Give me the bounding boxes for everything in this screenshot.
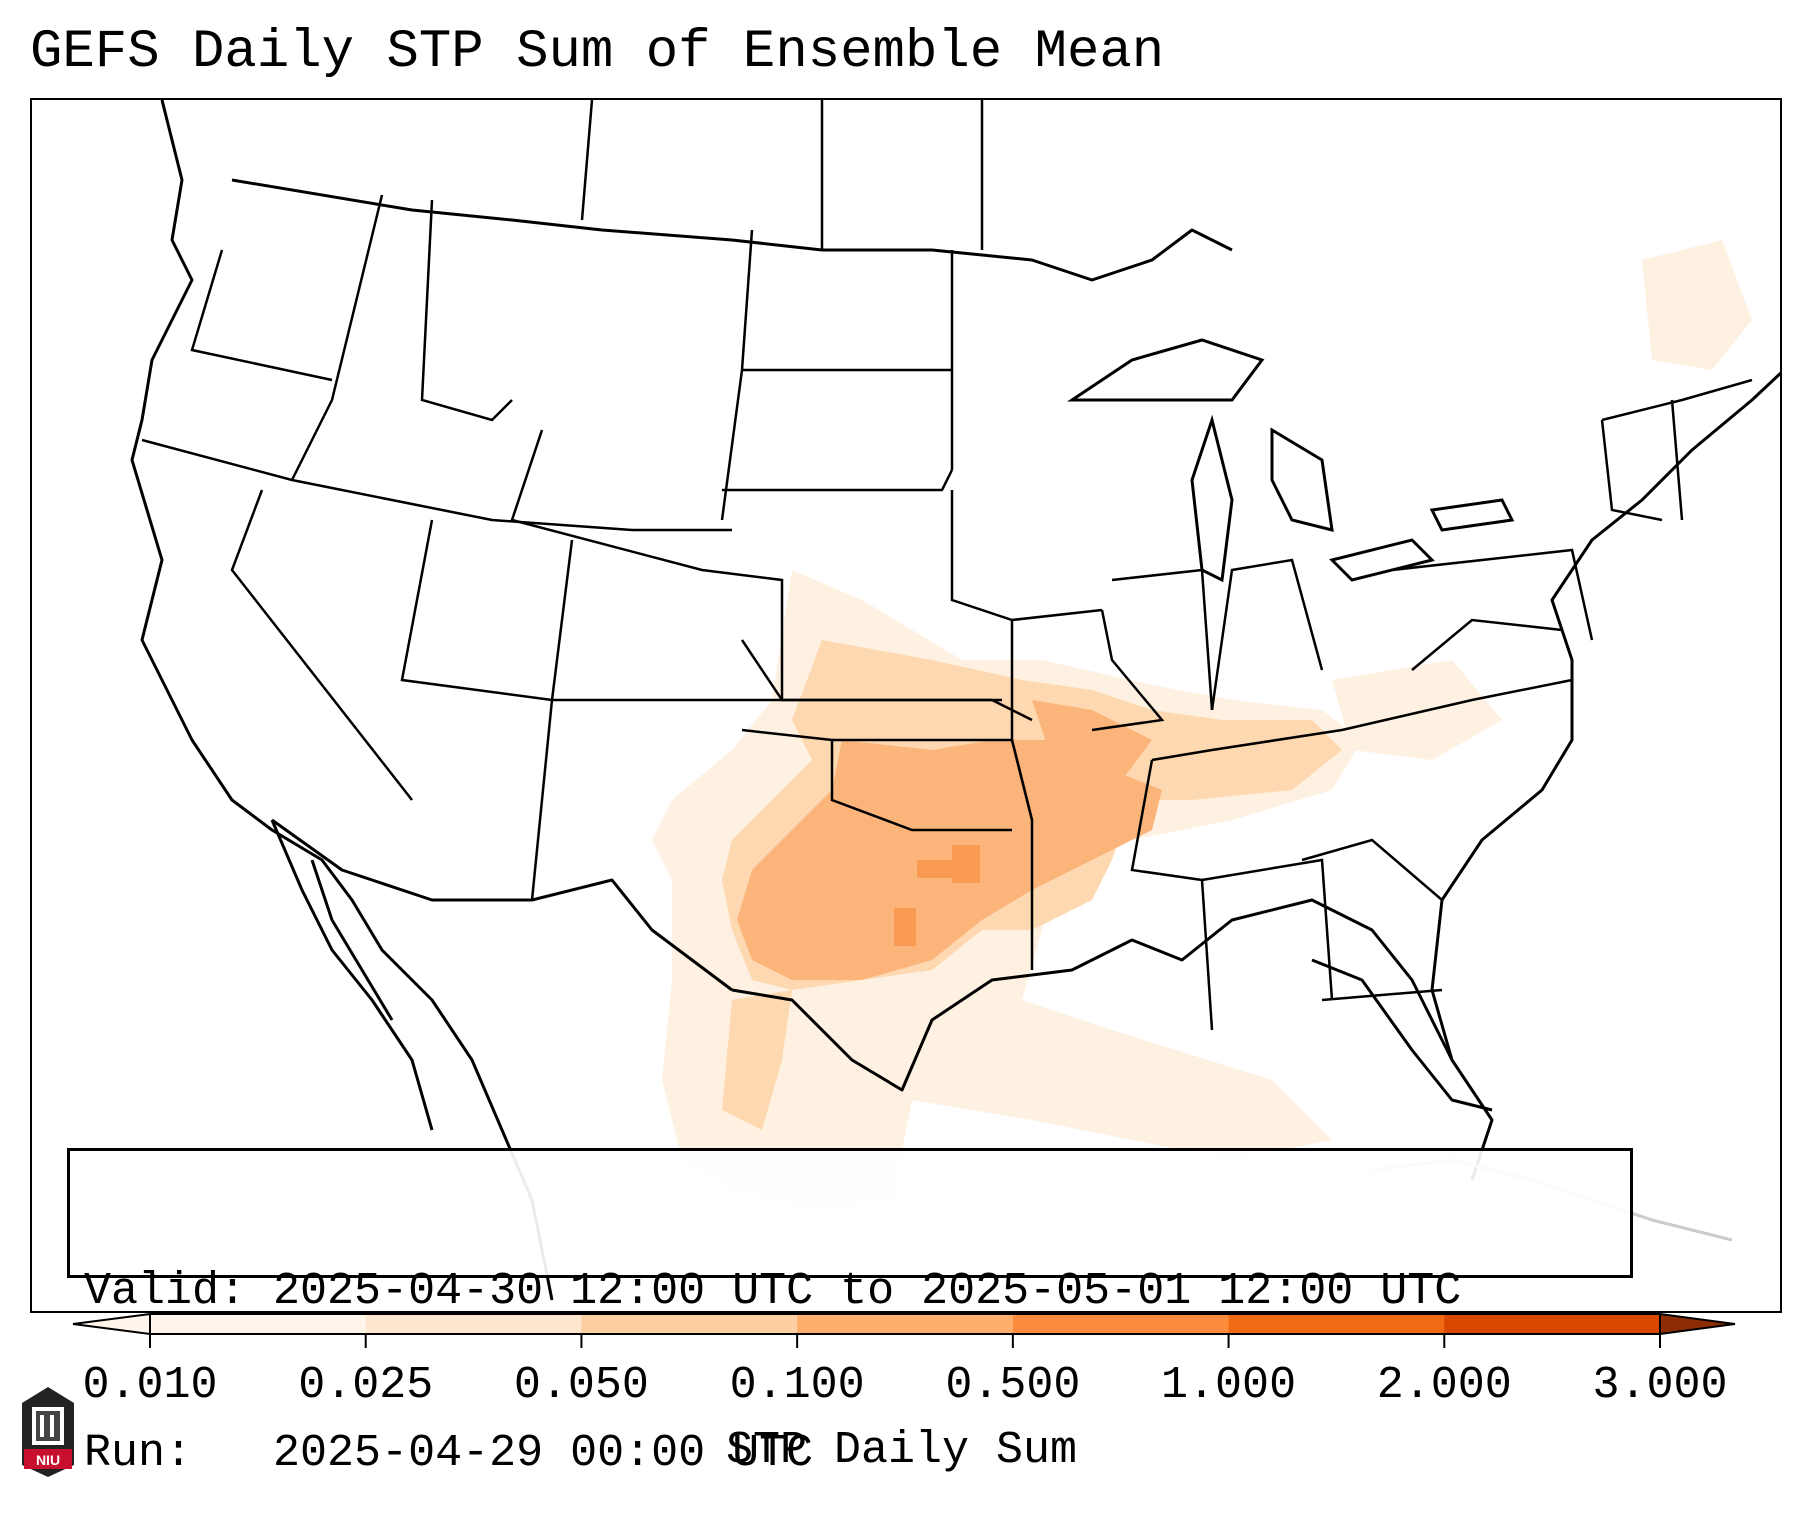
state-line	[1210, 558, 1324, 711]
colorbar-segment	[150, 1314, 367, 1334]
colorbar-tick-label: 0.100	[729, 1360, 865, 1411]
state-line	[1411, 618, 1563, 671]
logo-text: NIU	[36, 1452, 60, 1468]
florida	[1311, 958, 1493, 1112]
niu-logo: NIU	[22, 1387, 74, 1477]
stp-spot-2	[917, 860, 957, 878]
lake-superior	[1067, 338, 1265, 402]
gulf-coast	[731, 898, 1494, 1181]
map-canvas	[130, 100, 1780, 1301]
state-line	[1391, 548, 1594, 641]
lake-erie	[1329, 538, 1435, 582]
colorbar-segment	[1444, 1314, 1661, 1334]
stp-area-light-2	[1642, 240, 1752, 370]
state-line	[1600, 419, 1663, 522]
valid-row: Valid: 2025-04-30 12:00 UTC to 2025-05-0…	[84, 1265, 1616, 1319]
state-line	[420, 199, 513, 422]
colorbar-segment	[1228, 1314, 1445, 1334]
colorbar-tick-label: 0.025	[298, 1360, 434, 1411]
state-line	[141, 438, 732, 532]
valid-label: Valid:	[84, 1266, 247, 1317]
state-line	[1670, 399, 1684, 521]
map-panel	[30, 98, 1782, 1313]
colorbar-tick-label: 2.000	[1376, 1360, 1512, 1411]
colorbar-outline	[149, 1313, 1661, 1335]
mexico-coast	[270, 819, 434, 1131]
colorbar-segment	[365, 1314, 582, 1334]
colorbar-segments	[150, 1314, 1661, 1334]
stp-spot-3	[894, 908, 916, 946]
valid-run-info-box: Valid: 2025-04-30 12:00 UTC to 2025-05-0…	[67, 1148, 1633, 1479]
run-value: 2025-04-29 00:00 UTC	[273, 1428, 814, 1479]
stp-area-mid-2	[1032, 700, 1152, 780]
colorbar-tick-label: 0.050	[513, 1360, 649, 1411]
state-line	[1091, 609, 1165, 732]
colorbar-left-arrow	[72, 1312, 151, 1336]
state-lines	[141, 100, 1753, 1031]
colorbar-ticks	[149, 1334, 1661, 1348]
canada-border	[231, 178, 1233, 282]
state-line	[190, 249, 333, 382]
colorbar-tick-label: 0.500	[945, 1360, 1081, 1411]
state-line	[782, 698, 1033, 722]
state-line	[530, 539, 574, 901]
state-line	[1010, 620, 1034, 970]
lake-michigan	[1190, 414, 1234, 583]
colorbar-segment	[797, 1314, 1014, 1334]
stp-shading	[652, 240, 1752, 1210]
colorbar-segment	[581, 1314, 798, 1334]
state-line	[1321, 988, 1443, 1002]
state-line	[1601, 378, 1753, 422]
state-line	[400, 519, 782, 702]
state-line	[510, 429, 784, 700]
stp-area-lo-2	[722, 990, 792, 1130]
state-line	[290, 194, 384, 481]
baja	[310, 859, 394, 1021]
state-line	[720, 229, 754, 521]
state-line	[830, 740, 1012, 832]
colorbar-segment	[1012, 1314, 1230, 1334]
west-coast	[130, 100, 554, 1301]
great-lakes	[1067, 338, 1515, 583]
stp-area-light-3	[1332, 660, 1502, 760]
map-title: GEFS Daily STP Sum of Ensemble Mean	[30, 22, 1165, 83]
run-row: Run: 2025-04-29 00:00 UTC	[84, 1427, 1616, 1481]
lake-huron	[1270, 427, 1334, 532]
state-line	[722, 469, 954, 492]
state-line	[1151, 678, 1573, 762]
state-line	[1130, 759, 1214, 1031]
colorbar-tick-label: 0.010	[82, 1360, 218, 1411]
state-line	[950, 490, 1103, 622]
state-line	[230, 489, 413, 801]
state-line	[1201, 858, 1334, 1001]
colorbar-tick-label: 3.000	[1592, 1360, 1728, 1411]
colorbar	[72, 1312, 1736, 1348]
colorbar-tick-label: 1.000	[1161, 1360, 1297, 1411]
colorbar-right-arrow	[1659, 1312, 1736, 1336]
state-line	[580, 100, 594, 221]
state-line	[1301, 838, 1443, 901]
colorbar-label: STP Daily Sum	[725, 1425, 1078, 1476]
run-label: Run:	[84, 1428, 193, 1479]
valid-value: 2025-04-30 12:00 UTC to 2025-05-01 12:00…	[273, 1266, 1462, 1317]
lake-ontario	[1429, 498, 1515, 532]
